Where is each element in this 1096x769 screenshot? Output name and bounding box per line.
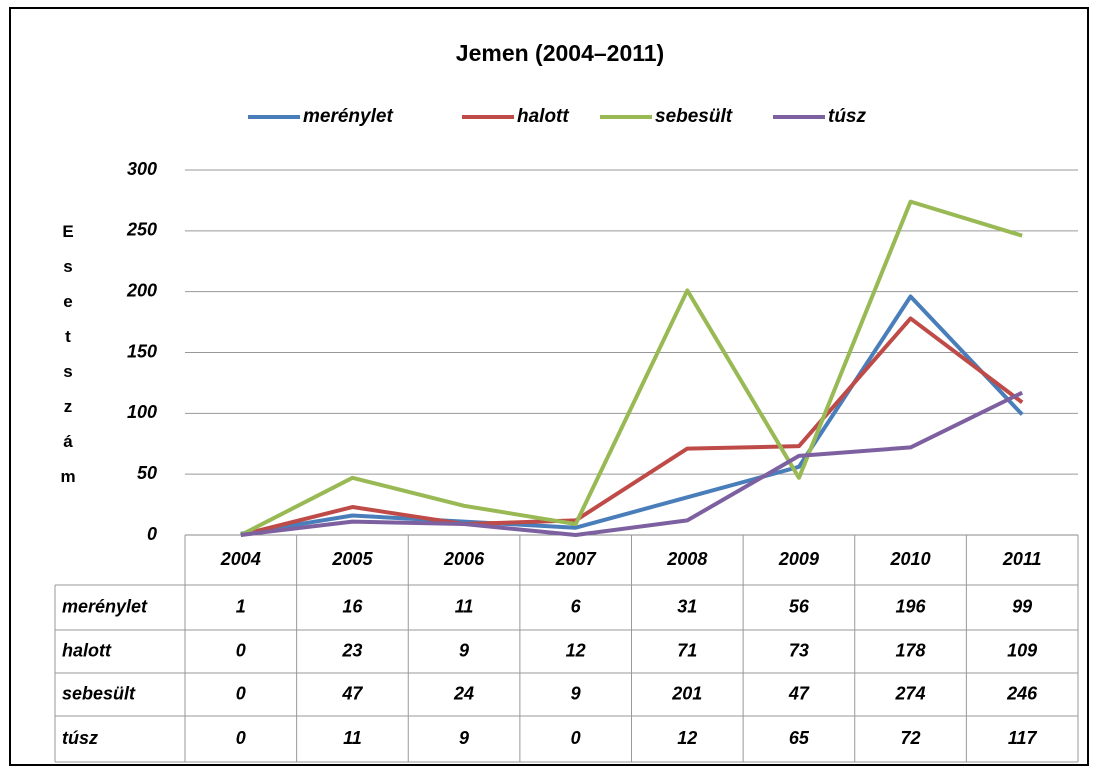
y-tick-label: 100 — [127, 402, 157, 422]
y-tick-label: 0 — [147, 524, 157, 544]
x-tick-label: 2009 — [778, 549, 819, 569]
table-cell: 16 — [342, 596, 363, 616]
table-cell: 274 — [895, 683, 926, 703]
table-cell: 71 — [677, 640, 697, 660]
series-line — [240, 316, 1024, 537]
chart-frame — [9, 7, 1089, 766]
chart-title: Jemen (2004–2011) — [456, 40, 664, 66]
table-cell: 72 — [901, 728, 921, 748]
table-cell: 0 — [236, 728, 246, 748]
table-cell: 0 — [571, 728, 581, 748]
table-row-label: túsz — [62, 728, 98, 748]
table-cell: 246 — [1006, 683, 1038, 703]
y-tick-label: 200 — [126, 280, 157, 300]
y-axis-label: Esetszám — [59, 222, 78, 502]
table-cell: 73 — [789, 640, 809, 660]
table-cell: 9 — [459, 640, 469, 660]
table-cell: 47 — [341, 683, 363, 703]
x-tick-label: 2011 — [1002, 549, 1042, 569]
table-cell: 11 — [455, 596, 474, 616]
legend-label: halott — [517, 106, 569, 127]
table-cell: 12 — [566, 640, 586, 660]
table-cell: 24 — [453, 683, 474, 703]
table-cell: 99 — [1012, 596, 1032, 616]
table-cell: 12 — [677, 728, 697, 748]
table-cell: 23 — [341, 640, 362, 660]
series-line — [240, 294, 1024, 536]
legend-label: merénylet — [303, 106, 393, 127]
table-row-label: merénylet — [62, 596, 148, 616]
table-row-label: halott — [62, 640, 112, 660]
table-cell: 9 — [571, 683, 581, 703]
table-cell: 117 — [1008, 728, 1038, 748]
y-tick-label: 150 — [127, 341, 157, 361]
table-cell: 47 — [788, 683, 810, 703]
table-cell: 178 — [896, 640, 926, 660]
legend-label: túsz — [828, 106, 867, 127]
table-row-label: sebesült — [62, 683, 136, 703]
table-cell: 31 — [677, 596, 697, 616]
table-cell: 6 — [571, 596, 582, 616]
x-tick-label: 2005 — [331, 549, 373, 569]
table-cell: 9 — [459, 728, 469, 748]
x-tick-label: 2010 — [890, 549, 931, 569]
series-line — [239, 199, 1023, 537]
x-tick-label: 2004 — [220, 549, 261, 569]
series-line — [240, 390, 1024, 537]
x-tick-label: 2008 — [666, 549, 707, 569]
table-cell: 201 — [671, 683, 702, 703]
y-tick-label: 50 — [137, 463, 157, 483]
x-tick-label: 2006 — [443, 549, 485, 569]
y-tick-label: 250 — [126, 220, 157, 240]
table-cell: 56 — [789, 596, 810, 616]
table-cell: 109 — [1007, 640, 1037, 660]
table-cell: 65 — [789, 728, 810, 748]
y-tick-label: 300 — [127, 159, 157, 179]
table-cell: 1 — [236, 596, 246, 616]
table-cell: 0 — [236, 683, 246, 703]
table-cell: 196 — [896, 596, 927, 616]
table-cell: 11 — [343, 728, 362, 748]
table-cell: 0 — [236, 640, 246, 660]
legend-label: sebesült — [655, 106, 733, 127]
x-tick-label: 2007 — [555, 549, 597, 569]
